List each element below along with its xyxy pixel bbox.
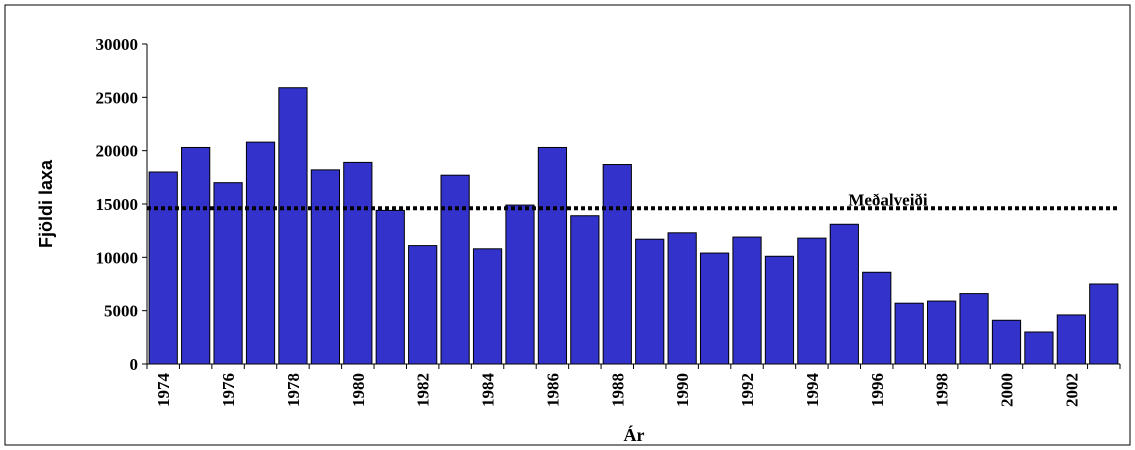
x-axis-label: Ár	[624, 424, 645, 445]
bar-1995	[829, 223, 859, 365]
bar-2003	[1089, 283, 1119, 365]
bar-1978	[278, 87, 308, 365]
x-tick-label: 2002	[1062, 373, 1081, 407]
bar-1996	[862, 271, 892, 365]
x-tick-label: 1998	[933, 373, 952, 407]
y-tick-label: 15000	[96, 195, 139, 214]
x-tick-label: 1992	[738, 373, 757, 407]
average-label: Meðalveiði	[848, 190, 928, 209]
x-tick-label: 1986	[543, 373, 562, 407]
x-tick-label: 1988	[608, 373, 627, 407]
bar-1999	[959, 293, 989, 365]
y-axis-ticks: 0 5000 10000 15000 20000 25000 30000	[96, 35, 147, 374]
bar-1988	[602, 164, 632, 365]
chart-border	[4, 4, 1131, 446]
bar-1987	[570, 215, 600, 365]
bar-1975	[181, 146, 211, 365]
bar-2001	[1024, 331, 1054, 365]
x-tick-label: 2000	[997, 373, 1016, 407]
x-tick-label: 1974	[154, 373, 173, 408]
bar-1986	[537, 146, 568, 365]
bar-1993	[764, 255, 795, 365]
bar-1979	[310, 169, 340, 365]
y-tick-label: 5000	[104, 302, 138, 321]
y-tick-label: 25000	[96, 88, 139, 107]
x-tick-label: 1984	[479, 373, 498, 408]
bar-1994	[797, 237, 827, 365]
bar-2002	[1056, 314, 1086, 365]
y-tick-label: 10000	[96, 248, 139, 267]
bar-1997	[894, 302, 924, 365]
bar-1977	[245, 141, 276, 365]
bar-1983	[440, 174, 470, 365]
bar-1982	[408, 245, 438, 365]
x-tick-label: 1978	[284, 373, 303, 407]
x-tick-label: 1996	[868, 373, 887, 407]
bar-1998	[927, 300, 957, 365]
bar-1992	[732, 236, 762, 365]
x-tick-label: 1990	[673, 373, 692, 407]
bar-1981	[375, 209, 405, 365]
bars-group	[148, 87, 1119, 365]
x-tick-label: 1980	[349, 373, 368, 407]
bar-1974	[148, 171, 178, 365]
bar-1989	[635, 238, 665, 365]
bar-1980	[343, 161, 373, 365]
bar-2000	[991, 319, 1022, 365]
bar-1990	[667, 232, 697, 365]
y-axis-label: Fjöldi laxa	[36, 159, 56, 248]
x-tick-label: 1982	[414, 373, 433, 407]
y-tick-label: 30000	[96, 35, 139, 54]
x-tick-label: 1994	[803, 373, 822, 408]
bar-1991	[699, 252, 730, 365]
y-tick-label: 0	[130, 355, 139, 374]
y-tick-label: 20000	[96, 142, 139, 161]
x-axis-ticks: 1974 1976 1978 1980 1982 1984 1986 1988 1990 1992…	[146, 364, 1121, 408]
x-tick-label: 1976	[219, 373, 238, 407]
bar-1984	[472, 248, 503, 365]
bar-1985	[505, 204, 535, 365]
